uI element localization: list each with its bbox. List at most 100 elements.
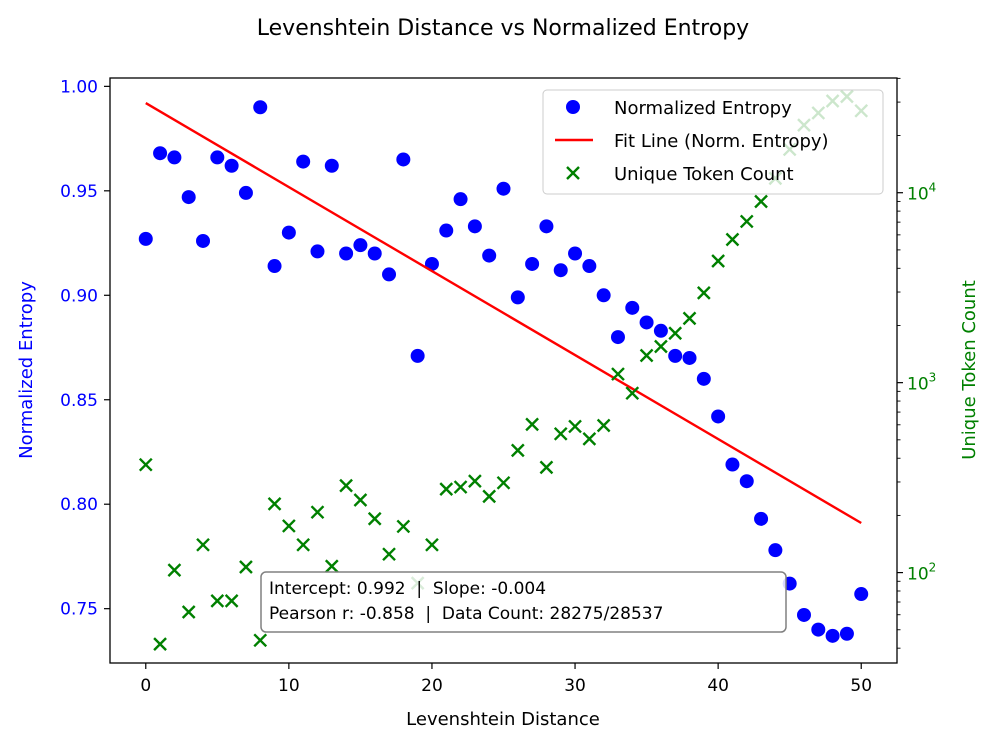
x-tick-label: 30 [564, 676, 586, 696]
token-point [224, 593, 239, 608]
token-point [553, 426, 568, 441]
entropy-point [410, 348, 425, 363]
token-point [253, 633, 268, 648]
entropy-point [525, 256, 540, 271]
entropy-point [568, 246, 583, 261]
fit-line [145, 102, 862, 525]
token-point [611, 367, 625, 381]
entropy-point [539, 219, 554, 234]
token-point [696, 286, 711, 300]
token-point [568, 419, 582, 434]
token-point [239, 560, 253, 574]
entropy-point [210, 150, 225, 165]
annotation-box [260, 571, 787, 633]
x-tick-label: 10 [278, 676, 300, 696]
y-tick-label: 0.80 [60, 495, 98, 515]
y-axis-right: 102 103 104 [897, 77, 936, 649]
token-point [425, 537, 439, 552]
token-point [468, 474, 482, 488]
entropy-point [138, 231, 153, 246]
entropy-point [238, 185, 253, 200]
entropy-point [167, 150, 182, 165]
chart-title: Levenshtein Distance vs Normalized Entro… [257, 16, 749, 41]
x-axis-label: Levenshtein Distance [406, 709, 600, 730]
x-tick-label: 50 [850, 676, 872, 696]
y-axis-label: Normalized Entropy [16, 281, 37, 459]
annotation-line-1: Intercept: 0.992 | Slope: -0.004 [269, 579, 546, 599]
token-point [196, 537, 210, 552]
token-point [296, 537, 311, 552]
entropy-point [267, 259, 282, 274]
entropy-point [324, 158, 339, 173]
entropy-point [196, 233, 211, 248]
entropy-point [796, 607, 811, 622]
token-point [339, 478, 353, 493]
token-point [739, 214, 754, 229]
token-point [482, 489, 497, 504]
token-point [639, 348, 654, 363]
token-point [439, 482, 454, 496]
entropy-point [281, 225, 296, 240]
token-point [324, 559, 339, 574]
token-point [582, 431, 597, 446]
token-point [711, 254, 725, 268]
legend-label-tokens: Unique Token Count [614, 164, 794, 185]
entropy-point [625, 300, 640, 315]
entropy-point [682, 350, 697, 365]
entropy-point [696, 371, 711, 386]
y2-tick-label: 104 [907, 181, 936, 205]
x-tick-label: 0 [140, 676, 151, 696]
legend-label-fit: Fit Line (Norm. Entropy) [614, 131, 829, 152]
entropy-point [725, 457, 740, 472]
entropy-point [353, 238, 368, 253]
token-point [181, 605, 196, 619]
entropy-point [181, 190, 196, 205]
entropy-point [339, 246, 354, 261]
entropy-point [854, 587, 869, 602]
y-tick-label: 0.75 [60, 600, 98, 620]
token-point [282, 519, 296, 533]
entropy-point [653, 323, 668, 338]
y2-axis-label: Unique Token Count [959, 280, 980, 460]
fit-line-group [145, 102, 862, 525]
entropy-point [754, 511, 769, 526]
token-point [496, 475, 511, 490]
y-tick-label: 0.85 [60, 391, 98, 411]
entropy-point [153, 146, 168, 161]
entropy-point [582, 259, 597, 274]
entropy-point [296, 154, 311, 169]
y-tick-label: 1.00 [60, 77, 98, 97]
entropy-point [739, 474, 754, 489]
stats-annotation: Intercept: 0.992 | Slope: -0.004 Pearson… [260, 571, 787, 633]
token-point [510, 443, 525, 458]
entropy-point [382, 267, 397, 282]
y-tick-label: 0.90 [60, 286, 98, 306]
y-tick-label: 0.95 [60, 182, 98, 202]
legend-marker-tokens [566, 166, 580, 180]
entropy-point [610, 330, 625, 345]
legend-marker-entropy [566, 100, 580, 114]
entropy-point [310, 244, 325, 259]
entropy-point [825, 628, 840, 643]
legend-label-entropy: Normalized Entropy [614, 98, 792, 119]
token-point [525, 417, 539, 432]
entropy-point [224, 158, 239, 173]
entropy-point [768, 543, 783, 558]
y2-tick-label: 103 [907, 371, 936, 395]
entropy-point [711, 409, 726, 424]
entropy-point [596, 288, 611, 303]
token-point [153, 637, 167, 651]
entropy-point [439, 223, 454, 238]
entropy-point [839, 626, 854, 641]
x-tick-label: 20 [421, 676, 443, 696]
entropy-point [510, 290, 525, 305]
y-axis-left: 0.75 0.80 0.85 0.90 0.95 1.00 [60, 77, 110, 620]
plot-frame [109, 77, 898, 664]
entropy-point [253, 100, 268, 115]
token-point [625, 386, 640, 401]
token-point [210, 593, 225, 608]
x-axis: 0 10 20 30 40 50 [140, 663, 872, 696]
token-point [138, 457, 153, 472]
token-point [654, 339, 668, 354]
entropy-point [811, 622, 826, 637]
